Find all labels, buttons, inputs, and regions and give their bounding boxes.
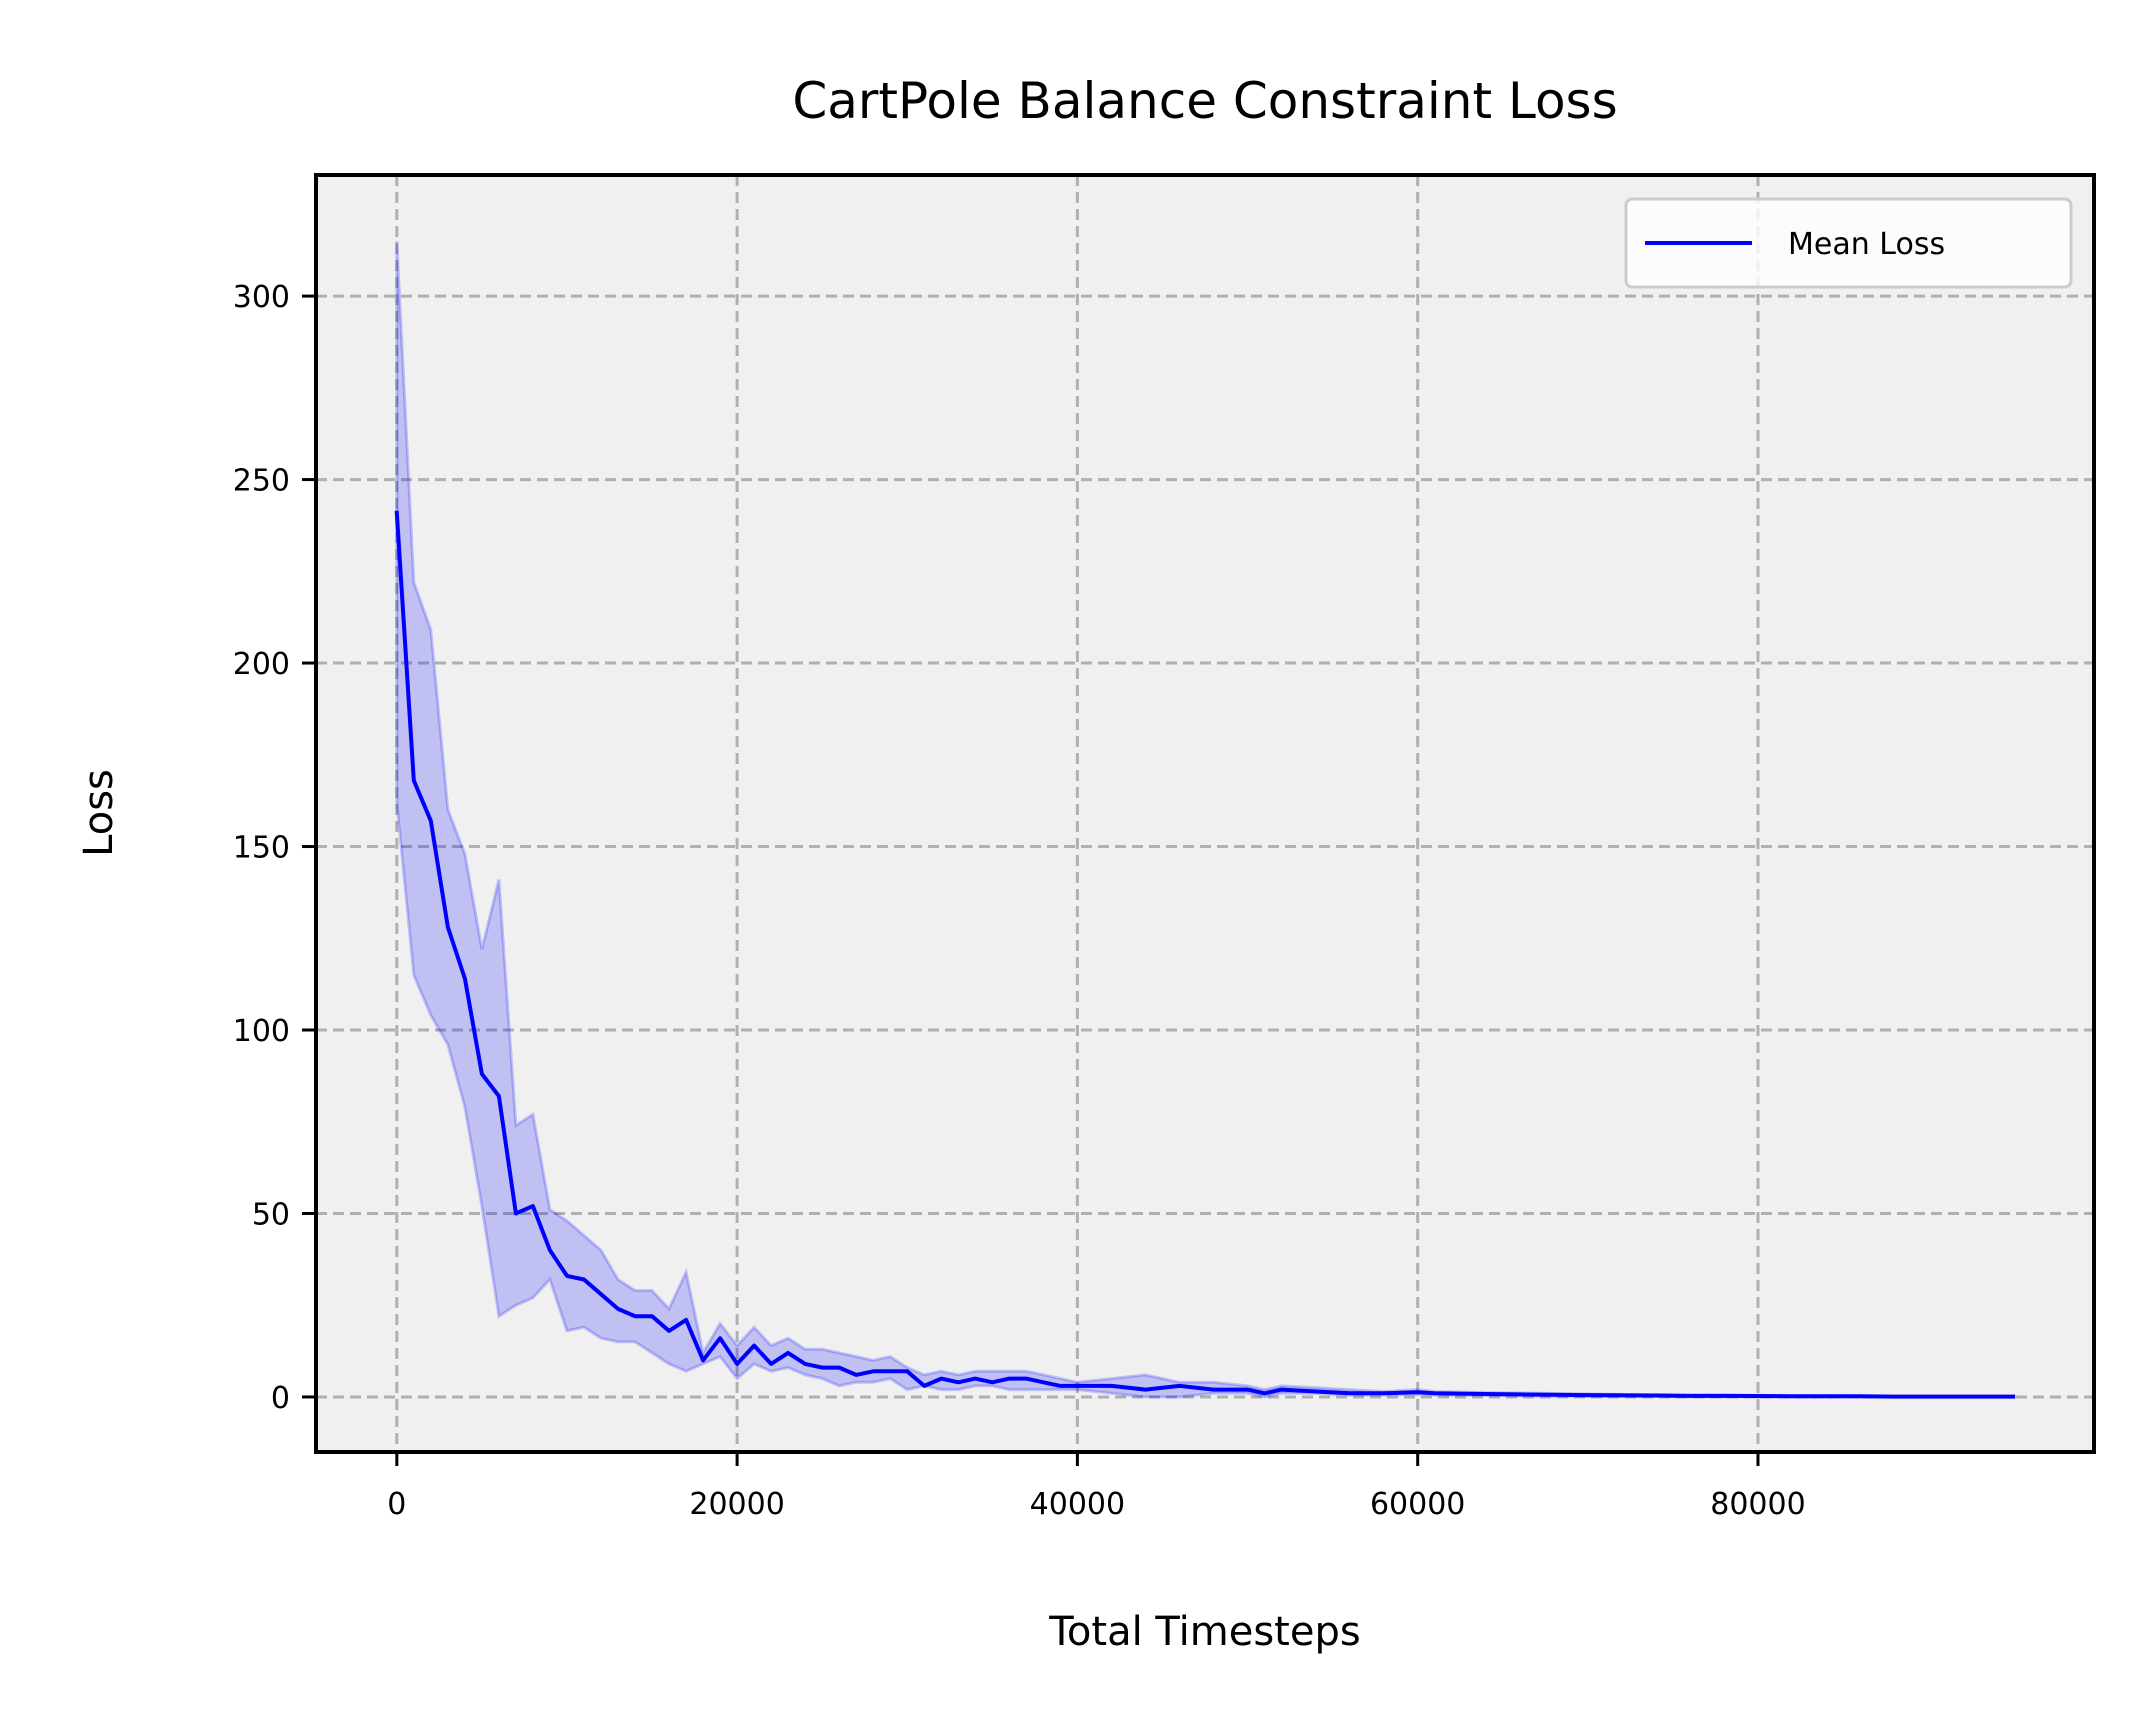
x-axis-label: Total Timesteps [1048,1609,1360,1655]
y-axis-label: Loss [76,769,122,857]
y-tick-label: 200 [233,647,290,682]
plot-frame [314,173,2096,1454]
x-tick-label: 80000 [1710,1487,1805,1522]
y-tick-label: 100 [233,1014,290,1049]
legend-label-mean-loss: Mean Loss [1788,227,1945,262]
y-tick-label: 250 [233,464,290,499]
plot-area [316,175,2094,1452]
legend: Mean Loss [1624,197,2073,289]
y-tick-label: 300 [233,280,290,315]
legend-box [1624,197,2073,289]
x-tick-label: 0 [387,1487,406,1522]
y-axis-ticks: 0 50 100 150 200 250 300 [233,280,316,1416]
line-layer [394,510,2016,1399]
series-line-mean-loss [394,510,2016,1399]
x-axis-ticks: 0 20000 40000 60000 80000 [387,1452,1806,1522]
y-tick-label: 0 [271,1381,290,1416]
x-tick-label: 60000 [1370,1487,1465,1522]
chart-title: CartPole Balance Constraint Loss [792,72,1617,130]
grid [316,175,2094,1452]
x-tick-label: 20000 [689,1487,784,1522]
y-tick-label: 50 [252,1197,290,1232]
y-tick-label: 150 [233,831,290,866]
x-tick-label: 40000 [1030,1487,1125,1522]
